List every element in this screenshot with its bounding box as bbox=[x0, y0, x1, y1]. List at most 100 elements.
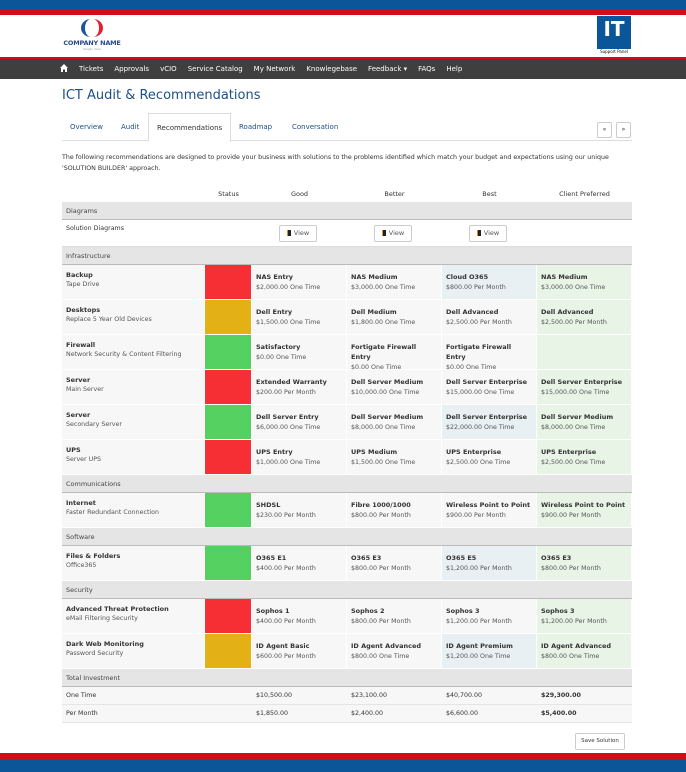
option-price: $8,000.00 One Time bbox=[541, 424, 606, 431]
option-best[interactable]: Dell Advanced $2,500.00 Per Month bbox=[442, 300, 537, 334]
prev-button[interactable]: « bbox=[597, 122, 612, 138]
view-label: View bbox=[388, 229, 405, 237]
option-name: Dell Server Entry bbox=[256, 413, 319, 421]
option-name: Sophos 3 bbox=[446, 607, 480, 615]
tab-audit[interactable]: Audit bbox=[121, 123, 140, 131]
home-icon[interactable] bbox=[60, 64, 68, 74]
option-best[interactable]: ID Agent Premium $1,200.00 One Time bbox=[442, 634, 537, 668]
option-name: Dell Server Medium bbox=[351, 378, 424, 386]
item-name: Firewall bbox=[66, 341, 96, 349]
option-best[interactable]: Cloud O365 $800.00 Per Month bbox=[442, 265, 537, 299]
company-logo[interactable]: COMPANY NAME Slogan here bbox=[62, 18, 122, 54]
option-good[interactable]: NAS Entry $2,000.00 One Time bbox=[252, 265, 347, 299]
nav-vcio[interactable]: vCIO bbox=[160, 65, 177, 73]
col-header-good: Good bbox=[290, 190, 309, 198]
nav-my-network[interactable]: My Network bbox=[253, 65, 296, 73]
option-price: $2,500.00 One Time bbox=[446, 459, 511, 466]
document-icon bbox=[286, 230, 291, 236]
option-client-preferred[interactable]: Sophos 3 $1,200.00 Per Month bbox=[537, 599, 632, 633]
next-button[interactable]: » bbox=[616, 122, 631, 138]
it-support-logo[interactable]: IT Support Panel bbox=[595, 16, 633, 54]
option-price: $0.00 One Time bbox=[446, 364, 497, 371]
item-name: Files & Folders bbox=[66, 552, 121, 560]
page-title: ICT Audit & Recommendations bbox=[62, 88, 261, 103]
option-better[interactable]: UPS Medium $1,500.00 One Time bbox=[347, 440, 442, 474]
option-better[interactable]: ID Agent Advanced $800.00 One Time bbox=[347, 634, 442, 668]
option-price: $2,500.00 Per Month bbox=[541, 319, 607, 326]
option-client-preferred[interactable]: Dell Server Enterprise $15,000.00 One Tim… bbox=[537, 370, 632, 404]
col-header-status: Status bbox=[218, 190, 239, 198]
top-banner bbox=[0, 0, 686, 10]
option-client-preferred[interactable]: NAS Medium $3,000.00 One Time bbox=[537, 265, 632, 299]
nav-tickets[interactable]: Tickets bbox=[79, 65, 104, 73]
nav-approvals[interactable]: Approvals bbox=[114, 65, 150, 73]
option-better[interactable]: Dell Medium $1,800.00 One Time bbox=[347, 300, 442, 334]
nav-knowledgebase[interactable]: Knowlegebase bbox=[306, 65, 358, 73]
view-better-diagram-button[interactable]: View bbox=[374, 225, 412, 242]
option-better[interactable]: Dell Server Medium $8,000.00 One Time bbox=[347, 405, 442, 439]
option-best[interactable]: UPS Enterprise $2,500.00 One Time bbox=[442, 440, 537, 474]
option-price: $2,500.00 Per Month bbox=[446, 319, 512, 326]
option-best[interactable]: Fortigate Firewall Entry $0.00 One Time bbox=[442, 335, 537, 371]
option-good[interactable]: Dell Entry $1,500.00 One Time bbox=[252, 300, 347, 334]
option-client-preferred[interactable]: Dell Advanced $2,500.00 Per Month bbox=[537, 300, 632, 334]
footer-banner bbox=[0, 760, 686, 772]
option-good[interactable]: Sophos 1 $400.00 Per Month bbox=[252, 599, 347, 633]
nav-faqs[interactable]: FAQs bbox=[418, 65, 436, 73]
option-better[interactable]: Sophos 2 $800.00 Per Month bbox=[347, 599, 442, 633]
nav-help[interactable]: Help bbox=[446, 65, 463, 73]
option-best[interactable]: Wireless Point to Point $900.00 Per Month bbox=[442, 493, 537, 527]
section-header: Communications bbox=[62, 475, 632, 493]
item-cell: Advanced Threat Protection eMail Filterin… bbox=[62, 599, 205, 633]
tab-roadmap[interactable]: Roadmap bbox=[239, 123, 273, 131]
option-price: $900.00 Per Month bbox=[446, 512, 506, 519]
option-best[interactable]: Dell Server Enterprise $15,000.00 One Tim… bbox=[442, 370, 537, 404]
option-client-preferred[interactable]: O365 E3 $800.00 Per Month bbox=[537, 546, 632, 580]
view-best-diagram-button[interactable]: View bbox=[469, 225, 507, 242]
option-good[interactable]: SHDSL $230.00 Per Month bbox=[252, 493, 347, 527]
option-client-preferred[interactable]: ID Agent Advanced $800.00 One Time bbox=[537, 634, 632, 668]
option-name: UPS Enterprise bbox=[541, 448, 597, 456]
option-best[interactable]: O365 E5 $1,200.00 Per Month bbox=[442, 546, 537, 580]
nav-feedback[interactable]: Feedback ▾ bbox=[368, 65, 408, 73]
option-client-preferred[interactable]: Wireless Point to Point $900.00 Per Month bbox=[537, 493, 632, 527]
nav-service-catalog[interactable]: Service Catalog bbox=[187, 65, 243, 73]
option-good[interactable]: UPS Entry $1,000.00 One Time bbox=[252, 440, 347, 474]
option-better[interactable]: Fortigate Firewall Entry $0.00 One Time bbox=[347, 335, 442, 371]
option-better[interactable]: NAS Medium $3,000.00 One Time bbox=[347, 265, 442, 299]
top-stripe bbox=[0, 10, 686, 15]
option-price: $2,500.00 One Time bbox=[541, 459, 606, 466]
option-client-preferred[interactable]: Dell Server Medium $8,000.00 One Time bbox=[537, 405, 632, 439]
save-solution-button[interactable]: Save Solution bbox=[575, 733, 625, 750]
table-row: Backup Tape Drive NAS Entry $2,000.00 One … bbox=[62, 265, 632, 300]
option-better[interactable]: Fibre 1000/1000 $800.00 Per Month bbox=[347, 493, 442, 527]
option-good[interactable]: O365 E1 $400.00 Per Month bbox=[252, 546, 347, 580]
option-good[interactable]: Satisfactory $0.00 One Time bbox=[252, 335, 347, 369]
status-indicator bbox=[205, 599, 252, 633]
option-name: Fortigate Firewall Entry bbox=[446, 343, 512, 361]
option-client-preferred[interactable] bbox=[537, 335, 632, 369]
tab-overview[interactable]: Overview bbox=[70, 123, 103, 131]
total-label: Per Month bbox=[66, 710, 98, 717]
item-description: Replace 5 Year Old Devices bbox=[66, 316, 152, 323]
option-best[interactable]: Sophos 3 $1,200.00 Per Month bbox=[442, 599, 537, 633]
option-price: $1,000.00 One Time bbox=[256, 459, 321, 466]
option-name: UPS Enterprise bbox=[446, 448, 502, 456]
option-name: Dell Server Medium bbox=[541, 413, 614, 421]
option-price: $800.00 Per Month bbox=[351, 618, 411, 625]
option-better[interactable]: O365 E3 $800.00 Per Month bbox=[347, 546, 442, 580]
option-good[interactable]: Extended Warranty $200.00 Per Month bbox=[252, 370, 347, 404]
view-good-diagram-button[interactable]: View bbox=[279, 225, 317, 242]
option-best[interactable]: Dell Server Enterprise $22,000.00 One Tim… bbox=[442, 405, 537, 439]
table-row: Firewall Network Security & Content Filte… bbox=[62, 335, 632, 371]
option-good[interactable]: Dell Server Entry $6,000.00 One Time bbox=[252, 405, 347, 439]
option-client-preferred[interactable]: UPS Enterprise $2,500.00 One Time bbox=[537, 440, 632, 474]
option-better[interactable]: Dell Server Medium $10,000.00 One Time bbox=[347, 370, 442, 404]
option-name: O365 E3 bbox=[351, 554, 382, 562]
tab-conversation[interactable]: Conversation bbox=[292, 123, 339, 131]
tab-recommendations[interactable]: Recommendations bbox=[148, 113, 232, 142]
document-icon bbox=[381, 230, 386, 236]
status-indicator bbox=[205, 370, 252, 404]
option-good[interactable]: ID Agent Basic $600.00 Per Month bbox=[252, 634, 347, 668]
option-price: $800.00 Per Month bbox=[351, 512, 411, 519]
